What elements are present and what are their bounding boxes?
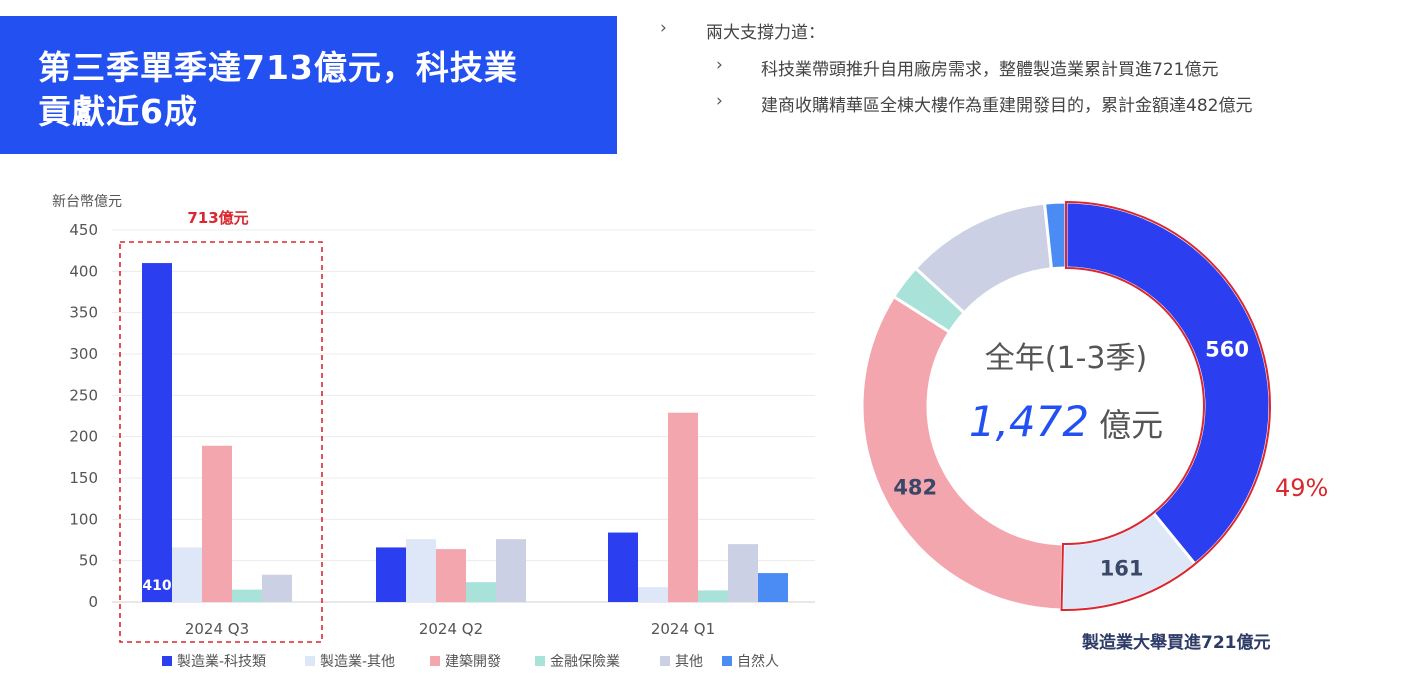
y-tick-label: 200	[69, 428, 98, 446]
donut-center-unit: 億元	[1099, 406, 1163, 444]
donut-center-value: 1,472	[969, 397, 1089, 446]
legend-swatch	[305, 656, 315, 666]
manufacturing-percent: 49%	[1275, 474, 1328, 502]
bar-金融保險業-2024 Q1	[698, 590, 728, 602]
q3-highlight-box	[119, 241, 323, 643]
bar-自然人-2024 Q1	[758, 573, 788, 602]
y-tick-label: 50	[79, 552, 98, 570]
bar-建築開發-2024 Q3	[202, 445, 232, 602]
x-tick-label: 2024 Q1	[651, 620, 715, 638]
bar-製造業-其他-2024 Q1	[638, 587, 668, 602]
y-tick-label: 100	[69, 510, 98, 528]
y-tick-label: 450	[69, 221, 98, 239]
page-title: 第三季單季達713億元，科技業 貢獻近6成	[38, 46, 598, 134]
y-axis-label: 新台幣億元	[52, 194, 122, 210]
donut-chart: 560 161 482 全年(1-3季) 1,472 億元 49% 製造業大舉買進721億元	[860, 200, 1328, 653]
legend-swatch	[535, 656, 545, 666]
legend-label: 自然人	[737, 653, 779, 670]
chevron-right-icon: ›	[716, 91, 723, 111]
bar-金融保險業-2024 Q2	[466, 582, 496, 602]
bullet-main-text: 兩大支撐力道：	[706, 23, 825, 43]
donut-caption: 製造業大舉買進721億元	[1081, 632, 1271, 653]
data-label: 410	[142, 578, 171, 594]
legend-swatch	[430, 656, 440, 666]
y-tick-label: 400	[69, 262, 98, 280]
bar-chart: 新台幣億元 0 50 100 150 200 250 300 350 400 450 2024 Q3 2…	[52, 194, 815, 670]
bar-其他-2024 Q1	[728, 544, 758, 602]
title-banner: 第三季單季達713億元，科技業 貢獻近6成	[0, 16, 617, 154]
legend-label: 製造業-其他	[320, 654, 395, 670]
pie-slice-製造業-科技類	[1064, 200, 1272, 567]
manufacturing-highlight	[1060, 200, 1271, 611]
bar-製造業-科技類-2024 Q3	[142, 263, 172, 602]
q3-annotation: 713億元	[187, 209, 248, 227]
pie-slice-label: 560	[1205, 338, 1249, 362]
legend-label: 製造業-科技類	[177, 654, 266, 670]
legend-swatch	[660, 656, 670, 666]
bullet-sub-1-text: 科技業帶頭推升自用廠房需求，整體製造業累計買進721億元	[761, 60, 1219, 80]
bullet-sub-2-text: 建商收購精華區全棟大樓作為重建開發目的，累計金額達482億元	[761, 96, 1253, 116]
x-tick-label: 2024 Q3	[185, 620, 249, 638]
chevron-right-icon: ›	[660, 18, 667, 38]
legend-swatch	[722, 656, 732, 666]
bar-製造業-科技類-2024 Q2	[376, 547, 406, 602]
title-line-1: 第三季單季達713億元，科技業	[38, 48, 518, 87]
y-tick-label: 250	[69, 386, 98, 404]
legend-swatch	[162, 656, 172, 666]
bar-建築開發-2024 Q1	[668, 412, 698, 602]
title-line-2: 貢獻近6成	[38, 92, 198, 131]
y-tick-label: 0	[88, 593, 98, 611]
donut-center-title: 全年(1-3季)	[985, 341, 1147, 376]
y-tick-label: 150	[69, 469, 98, 487]
y-tick-label: 350	[69, 304, 98, 322]
bar-其他-2024 Q2	[496, 539, 526, 602]
pie-slice-label: 161	[1100, 557, 1144, 581]
bar-建築開發-2024 Q2	[436, 549, 466, 602]
bar-製造業-科技類-2024 Q1	[608, 532, 638, 602]
donut-center-total: 1,472 億元	[969, 397, 1163, 446]
legend-label: 建築開發	[445, 654, 501, 670]
bar-金融保險業-2024 Q3	[232, 589, 262, 602]
bar-其他-2024 Q3	[262, 574, 292, 602]
bar-製造業-其他-2024 Q2	[406, 539, 436, 602]
x-tick-label: 2024 Q2	[419, 620, 483, 638]
y-tick-label: 300	[69, 345, 98, 363]
pie-slice-建築開發	[860, 294, 1065, 612]
chevron-right-icon: ›	[716, 55, 723, 75]
legend-label: 金融保險業	[550, 654, 620, 670]
legend-label: 其他	[675, 654, 703, 670]
bar-製造業-其他-2024 Q3	[172, 547, 202, 602]
pie-slice-label: 482	[893, 476, 937, 500]
